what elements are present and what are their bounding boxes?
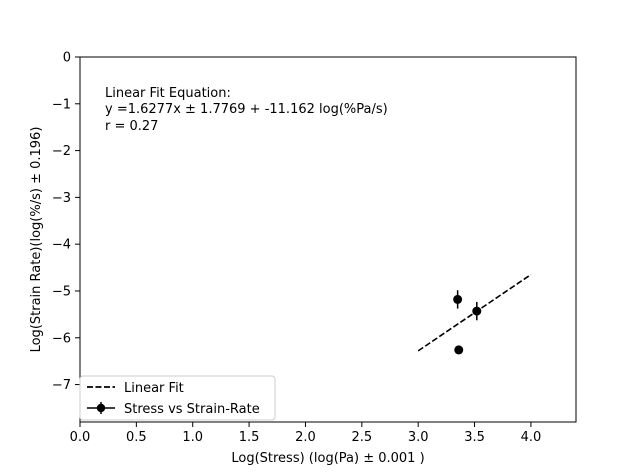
data-point xyxy=(472,306,482,316)
legend-errorbar-label: Stress vs Strain-Rate xyxy=(124,402,260,417)
chart-marks xyxy=(417,273,532,355)
y-tick-label: −6 xyxy=(52,331,71,346)
y-tick-label: 0 xyxy=(63,51,71,66)
annotation-line-2: y =1.6277x ± 1.7769 + -11.162 log(%Pa/s) xyxy=(105,102,388,117)
x-tick-label: 4.0 xyxy=(521,430,542,445)
legend: Linear Fit Stress vs Strain-Rate xyxy=(79,375,276,421)
plot-frame xyxy=(79,56,577,423)
y-axis-ticks: 0 −1 −2 −3 −4 −5 −6 −7 xyxy=(52,51,80,393)
legend-linear-fit-label: Linear Fit xyxy=(124,381,184,396)
y-tick-label: −2 xyxy=(52,144,71,159)
y-tick-label: −4 xyxy=(52,238,71,253)
annotation-line-1: Linear Fit Equation: xyxy=(105,86,231,101)
x-tick-label: 2.5 xyxy=(351,430,372,445)
y-tick-label: −1 xyxy=(52,97,71,112)
x-tick-label: 3.0 xyxy=(408,430,429,445)
legend-errorbar-swatch xyxy=(87,402,115,414)
data-point xyxy=(454,345,464,355)
y-tick-label: −5 xyxy=(52,284,71,299)
plot-area xyxy=(80,57,576,422)
x-tick-label: 3.5 xyxy=(464,430,485,445)
x-axis-ticks: 0.0 0.5 1.0 1.5 2.0 2.5 3.0 3.5 4.0 xyxy=(70,422,542,445)
legend-frame xyxy=(79,375,276,421)
data-point xyxy=(453,294,463,304)
x-tick-label: 2.0 xyxy=(295,430,316,445)
annotation-box: Linear Fit Equation: y =1.6277x ± 1.7769… xyxy=(105,86,388,134)
x-tick-label: 1.5 xyxy=(239,430,260,445)
x-axis-label: Log(Stress) (log(Pa) ± 0.001 ) xyxy=(231,451,424,466)
y-tick-label: −3 xyxy=(52,191,71,206)
x-tick-label: 1.0 xyxy=(182,430,203,445)
x-tick-label: 0.5 xyxy=(126,430,147,445)
y-tick-label: −7 xyxy=(52,378,71,393)
x-tick-label: 0.0 xyxy=(70,430,91,445)
annotation-line-3: r = 0.27 xyxy=(105,119,158,134)
y-axis-label: Log(Strain Rate)(log(%/s) ± 0.196) xyxy=(29,127,44,353)
